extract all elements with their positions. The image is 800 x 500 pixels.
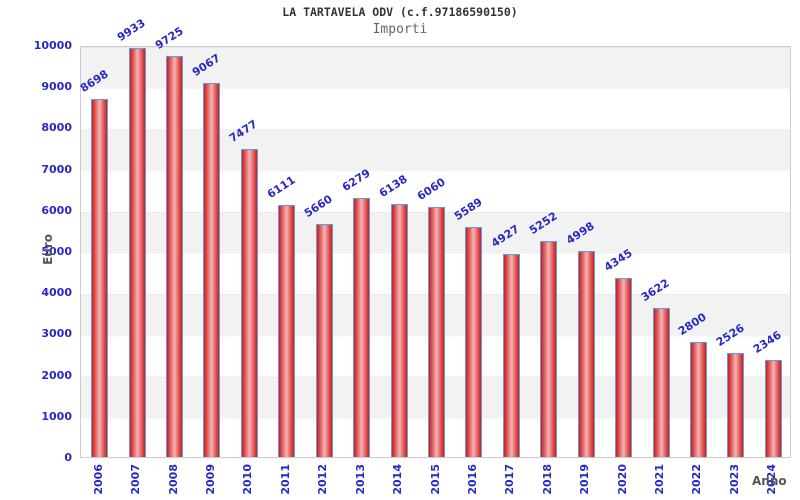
chart-subtitle: Importi [372,22,428,37]
y-tick-label: 6000 [41,203,72,217]
x-tick-label: 2013 [353,464,367,495]
y-tick-label: 0 [64,451,72,464]
x-tick-label: 2010 [241,464,255,495]
bar-2017 [502,254,520,457]
x-tick-label: 2006 [91,464,105,495]
bar-value-label: 3622 [638,276,672,304]
bar-value-label: 6060 [414,175,448,203]
x-tick-label: 2023 [727,464,741,495]
x-tick-label: 2014 [391,464,405,495]
bar-value-label: 5252 [526,209,560,237]
bar-2024 [764,360,782,457]
bar-value-label: 6279 [339,166,373,194]
x-tick-label: 2007 [129,464,143,495]
bar-2019 [577,251,595,457]
x-tick-label: 2020 [615,464,629,495]
bar-value-label: 7477 [227,117,261,145]
x-tick-label: 2018 [540,464,554,495]
y-tick-label: 7000 [41,162,72,176]
x-tick-label: 2016 [465,464,479,495]
y-tick-label: 2000 [41,368,72,382]
bar-value-label: 5660 [302,192,335,220]
bar-2020 [615,278,633,457]
x-tick-label: 2008 [166,464,180,495]
plot-area: 8698 9933 9725 9067 7477 6111 5660 6279 6138 6060… [77,16,791,458]
x-tick-label: 2019 [578,464,592,495]
bar-value-label: 4998 [564,219,597,247]
bar-value-label: 6111 [264,173,298,201]
bar-value-label: 6138 [376,172,410,200]
x-tick-label: 2011 [278,464,292,495]
bar-value-label: 2800 [676,310,710,338]
x-tick-label: 2009 [203,464,217,495]
bar-value-label: 9933 [115,16,148,44]
bar-2023 [727,353,745,457]
bar-2015 [428,207,445,457]
y-tick-label: 4000 [41,286,72,300]
bar-value-label: 8698 [77,67,111,95]
bar-2007 [128,48,146,457]
y-tick-label: 1000 [41,409,72,423]
x-tick-label: 2015 [428,464,442,495]
bar-2011 [278,205,296,457]
bar-value-label: 9067 [189,51,223,79]
bar-value-label: 4345 [601,246,635,274]
bar-2008 [166,56,184,457]
bar-2009 [203,83,221,457]
bar-value-label: 2526 [713,321,747,349]
x-tick-label: 2012 [316,464,330,495]
x-axis-title: Anno [752,474,787,488]
x-tick-label: 2021 [653,464,667,495]
bar-2021 [652,308,670,457]
y-tick-label: 8000 [41,121,72,135]
bar-2013 [353,198,371,457]
bar-value-label: 2346 [751,328,784,356]
bar-2006 [91,99,109,457]
bar-2012 [315,224,333,457]
y-tick-label: 9000 [41,80,72,94]
y-tick-label: 10000 [33,39,72,52]
x-tick-label: 2017 [503,464,517,495]
bar-2010 [240,149,258,457]
y-tick-label: 3000 [41,327,72,341]
bar-2014 [390,204,408,457]
chart-title: LA TARTAVELA ODV (c.f.97186590150) [282,5,518,19]
y-tick-label: 5000 [41,245,72,258]
bar-2022 [689,342,707,457]
bar-2018 [540,241,558,457]
bar-value-label: 4927 [489,222,523,250]
x-tick-label: 2022 [690,464,704,495]
bar-2016 [465,227,483,457]
bar-value-label: 5589 [451,195,485,223]
y-axis-title: Euro [41,234,55,265]
